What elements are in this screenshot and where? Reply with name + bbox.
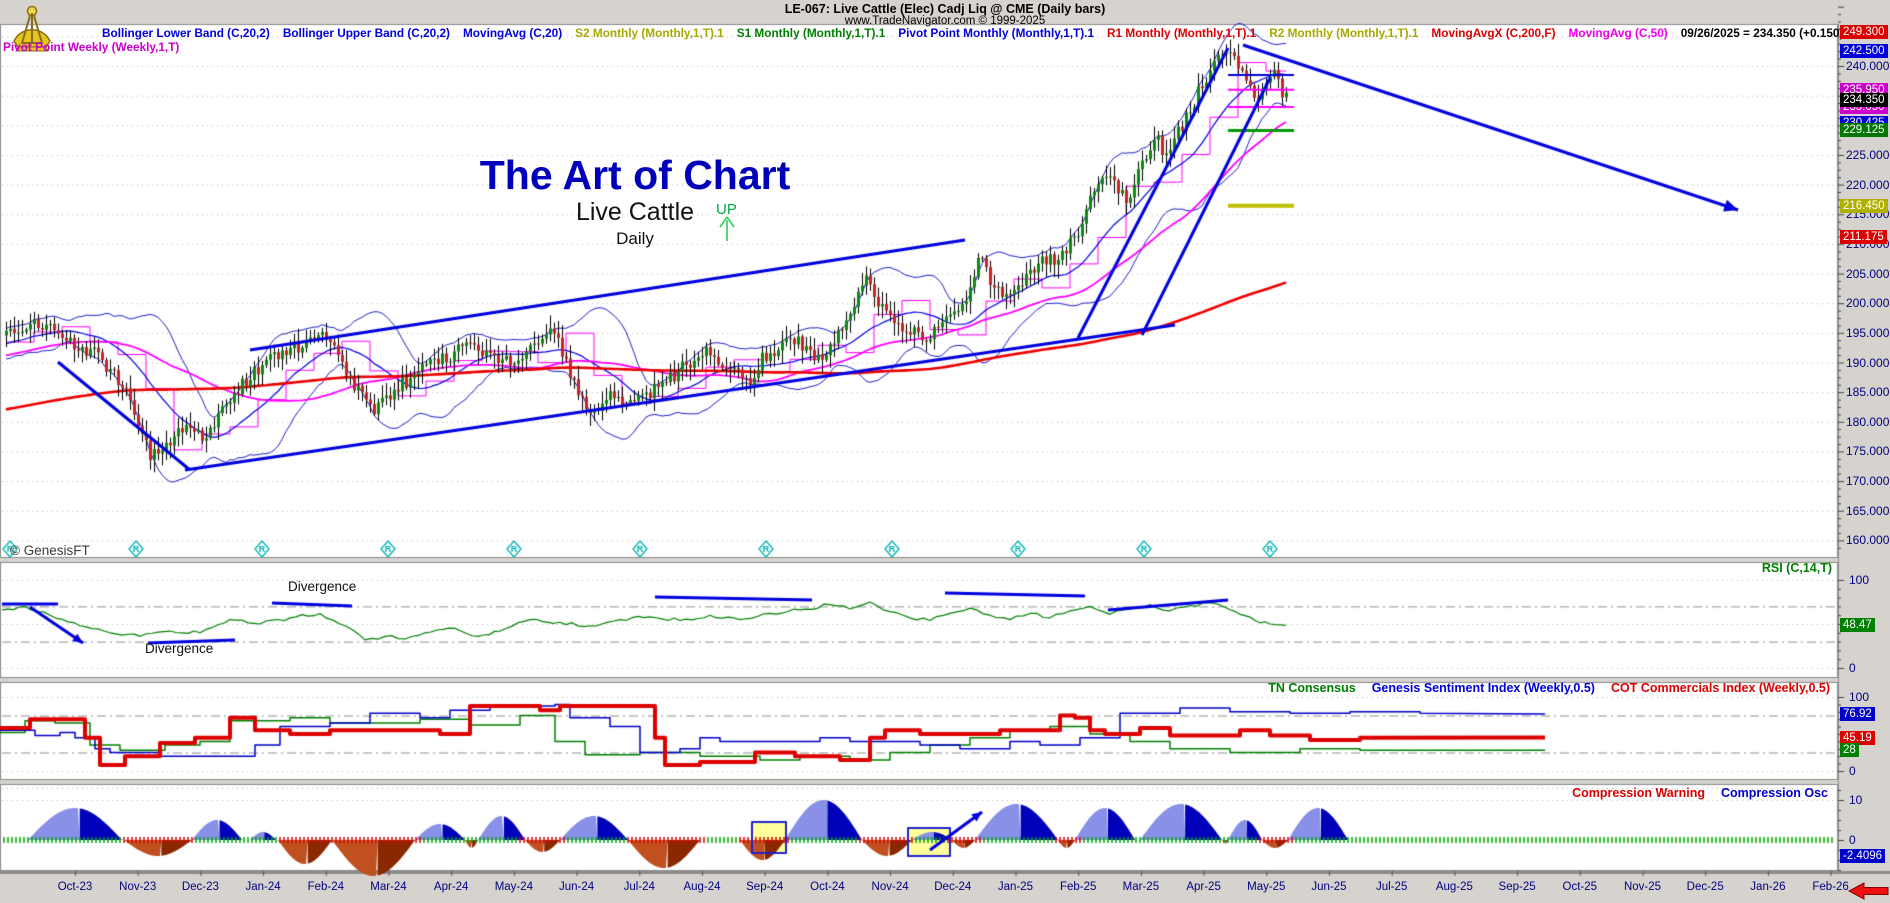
trade-navigator-chart-window: LE-067: Live Cattle (Elec) Cadj Liq @ CM…: [0, 0, 1890, 903]
chart-canvas[interactable]: [0, 0, 1890, 903]
